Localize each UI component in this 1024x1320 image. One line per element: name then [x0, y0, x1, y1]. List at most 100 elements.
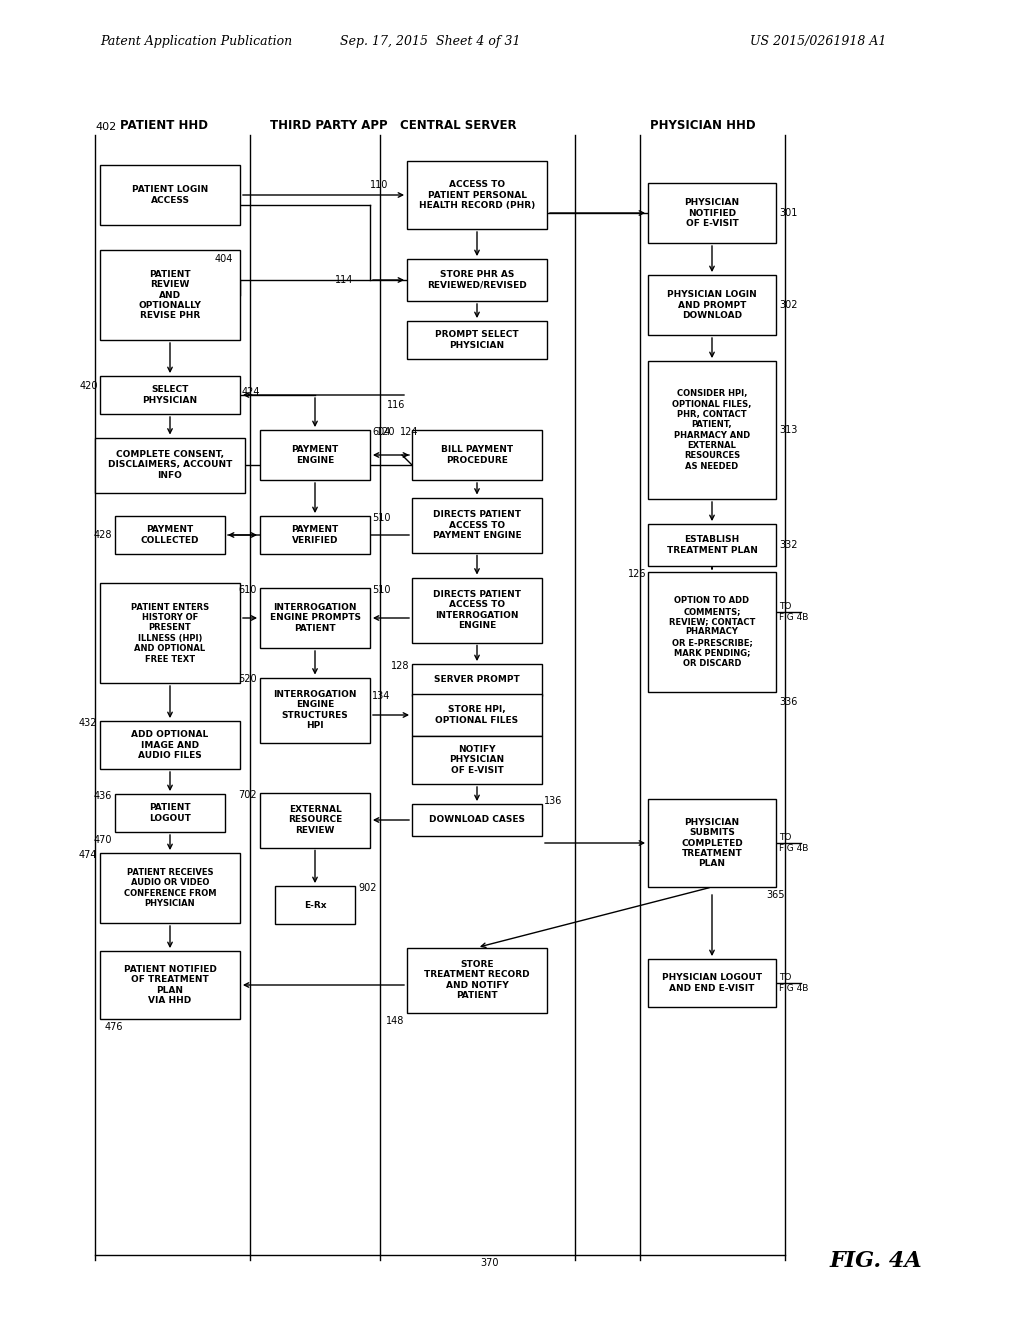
- Bar: [100, 376, 240, 414]
- Text: 148: 148: [386, 1015, 404, 1026]
- Text: 402: 402: [95, 121, 117, 132]
- Text: 476: 476: [105, 1022, 124, 1032]
- Text: 336: 336: [779, 697, 798, 708]
- Text: 365: 365: [766, 890, 784, 900]
- Bar: [412, 578, 542, 643]
- Text: EXTERNAL
RESOURCE
REVIEW: EXTERNAL RESOURCE REVIEW: [288, 805, 342, 836]
- Text: 370: 370: [480, 1258, 500, 1269]
- Text: TO
FIG 4B: TO FIG 4B: [779, 602, 808, 622]
- Bar: [648, 360, 776, 499]
- Text: Sep. 17, 2015  Sheet 4 of 31: Sep. 17, 2015 Sheet 4 of 31: [340, 36, 520, 48]
- Text: ACCESS TO
PATIENT PERSONAL
HEALTH RECORD (PHR): ACCESS TO PATIENT PERSONAL HEALTH RECORD…: [419, 180, 536, 210]
- Bar: [412, 664, 542, 696]
- Text: PAYMENT
VERIFIED: PAYMENT VERIFIED: [292, 525, 339, 545]
- Bar: [100, 721, 240, 770]
- Bar: [648, 275, 776, 335]
- Text: PATIENT NOTIFIED
OF TREATMENT
PLAN
VIA HHD: PATIENT NOTIFIED OF TREATMENT PLAN VIA H…: [124, 965, 216, 1005]
- Text: E-Rx: E-Rx: [304, 900, 327, 909]
- Text: PATIENT HHD: PATIENT HHD: [120, 119, 208, 132]
- Text: DIRECTS PATIENT
ACCESS TO
INTERROGATION
ENGINE: DIRECTS PATIENT ACCESS TO INTERROGATION …: [433, 590, 521, 630]
- Bar: [412, 694, 542, 737]
- Bar: [260, 587, 370, 648]
- Bar: [412, 804, 542, 836]
- Bar: [412, 430, 542, 480]
- Bar: [407, 948, 547, 1012]
- Text: BILL PAYMENT
PROCEDURE: BILL PAYMENT PROCEDURE: [441, 445, 513, 465]
- Text: 302: 302: [779, 300, 798, 310]
- Text: INTERROGATION
ENGINE
STRUCTURES
HPI: INTERROGATION ENGINE STRUCTURES HPI: [273, 690, 356, 730]
- Text: CONSIDER HPI,
OPTIONAL FILES,
PHR, CONTACT
PATIENT,
PHARMACY AND
EXTERNAL
RESOUR: CONSIDER HPI, OPTIONAL FILES, PHR, CONTA…: [673, 389, 752, 471]
- Text: 432: 432: [79, 718, 97, 729]
- Text: 134: 134: [372, 690, 390, 701]
- Bar: [100, 950, 240, 1019]
- Text: PATIENT
REVIEW
AND
OPTIONALLY
REVISE PHR: PATIENT REVIEW AND OPTIONALLY REVISE PHR: [138, 269, 202, 321]
- Text: PAYMENT
COLLECTED: PAYMENT COLLECTED: [140, 525, 200, 545]
- Text: 124: 124: [400, 426, 419, 437]
- Text: PHYSICIAN LOGIN
AND PROMPT
DOWNLOAD: PHYSICIAN LOGIN AND PROMPT DOWNLOAD: [667, 290, 757, 319]
- Text: 114: 114: [335, 275, 353, 285]
- Text: 436: 436: [93, 791, 112, 801]
- Bar: [100, 853, 240, 923]
- Bar: [95, 437, 245, 492]
- Bar: [648, 183, 776, 243]
- Bar: [407, 321, 547, 359]
- Bar: [115, 795, 225, 832]
- Text: 120: 120: [377, 426, 395, 437]
- Text: 604: 604: [372, 426, 390, 437]
- Text: 301: 301: [779, 209, 798, 218]
- Bar: [260, 516, 370, 554]
- Text: STORE PHR AS
REVIEWED/REVISED: STORE PHR AS REVIEWED/REVISED: [427, 271, 527, 289]
- Bar: [260, 792, 370, 847]
- Text: OPTION TO ADD
COMMENTS;
REVIEW; CONTACT
PHARMACY
OR E-PRESCRIBE;
MARK PENDING;
O: OPTION TO ADD COMMENTS; REVIEW; CONTACT …: [669, 597, 755, 668]
- Text: NOTIFY
PHYSICIAN
OF E-VISIT: NOTIFY PHYSICIAN OF E-VISIT: [450, 744, 505, 775]
- Text: 520: 520: [239, 675, 257, 685]
- Text: 126: 126: [628, 569, 646, 579]
- Text: PATIENT RECEIVES
AUDIO OR VIDEO
CONFERENCE FROM
PHYSICIAN: PATIENT RECEIVES AUDIO OR VIDEO CONFEREN…: [124, 869, 216, 908]
- Text: US 2015/0261918 A1: US 2015/0261918 A1: [750, 36, 887, 48]
- Bar: [412, 737, 542, 784]
- Text: 474: 474: [79, 850, 97, 861]
- Text: 610: 610: [239, 585, 257, 595]
- Text: TO
FIG 4B: TO FIG 4B: [779, 833, 808, 853]
- Text: 902: 902: [358, 883, 377, 894]
- Text: PHYSICIAN HHD: PHYSICIAN HHD: [650, 119, 756, 132]
- Text: 428: 428: [93, 531, 112, 540]
- Text: 420: 420: [80, 381, 98, 391]
- Bar: [260, 677, 370, 742]
- Text: ESTABLISH
TREATMENT PLAN: ESTABLISH TREATMENT PLAN: [667, 536, 758, 554]
- Text: 404: 404: [215, 253, 233, 264]
- Text: 424: 424: [242, 387, 260, 397]
- Text: COMPLETE CONSENT,
DISCLAIMERS, ACCOUNT
INFO: COMPLETE CONSENT, DISCLAIMERS, ACCOUNT I…: [108, 450, 232, 480]
- Text: PATIENT
LOGOUT: PATIENT LOGOUT: [150, 804, 190, 822]
- Bar: [648, 960, 776, 1007]
- Bar: [115, 516, 225, 554]
- Bar: [407, 161, 547, 228]
- Text: 702: 702: [239, 789, 257, 800]
- Text: PAYMENT
ENGINE: PAYMENT ENGINE: [292, 445, 339, 465]
- Bar: [100, 165, 240, 224]
- Text: TO
FIG 4B: TO FIG 4B: [779, 973, 808, 993]
- Bar: [260, 430, 370, 480]
- Text: 313: 313: [779, 425, 798, 436]
- Bar: [648, 572, 776, 692]
- Text: 510: 510: [372, 585, 390, 595]
- Bar: [412, 498, 542, 553]
- Text: THIRD PARTY APP: THIRD PARTY APP: [270, 119, 388, 132]
- Bar: [275, 886, 355, 924]
- Bar: [100, 249, 240, 341]
- Text: 110: 110: [370, 180, 388, 190]
- Text: ADD OPTIONAL
IMAGE AND
AUDIO FILES: ADD OPTIONAL IMAGE AND AUDIO FILES: [131, 730, 209, 760]
- Text: 136: 136: [544, 796, 562, 807]
- Text: STORE HPI,
OPTIONAL FILES: STORE HPI, OPTIONAL FILES: [435, 705, 518, 725]
- Text: PHYSICIAN LOGOUT
AND END E-VISIT: PHYSICIAN LOGOUT AND END E-VISIT: [662, 973, 762, 993]
- Text: DIRECTS PATIENT
ACCESS TO
PAYMENT ENGINE: DIRECTS PATIENT ACCESS TO PAYMENT ENGINE: [433, 510, 521, 540]
- Text: 510: 510: [372, 513, 390, 523]
- Text: PATIENT LOGIN
ACCESS: PATIENT LOGIN ACCESS: [132, 185, 208, 205]
- Text: DOWNLOAD CASES: DOWNLOAD CASES: [429, 816, 525, 825]
- Text: PROMPT SELECT
PHYSICIAN: PROMPT SELECT PHYSICIAN: [435, 330, 519, 350]
- Text: PHYSICIAN
NOTIFIED
OF E-VISIT: PHYSICIAN NOTIFIED OF E-VISIT: [684, 198, 739, 228]
- Text: PATIENT ENTERS
HISTORY OF
PRESENT
ILLNESS (HPI)
AND OPTIONAL
FREE TEXT: PATIENT ENTERS HISTORY OF PRESENT ILLNES…: [131, 602, 209, 664]
- Bar: [100, 583, 240, 682]
- Text: 332: 332: [779, 540, 798, 550]
- Text: 128: 128: [390, 661, 409, 671]
